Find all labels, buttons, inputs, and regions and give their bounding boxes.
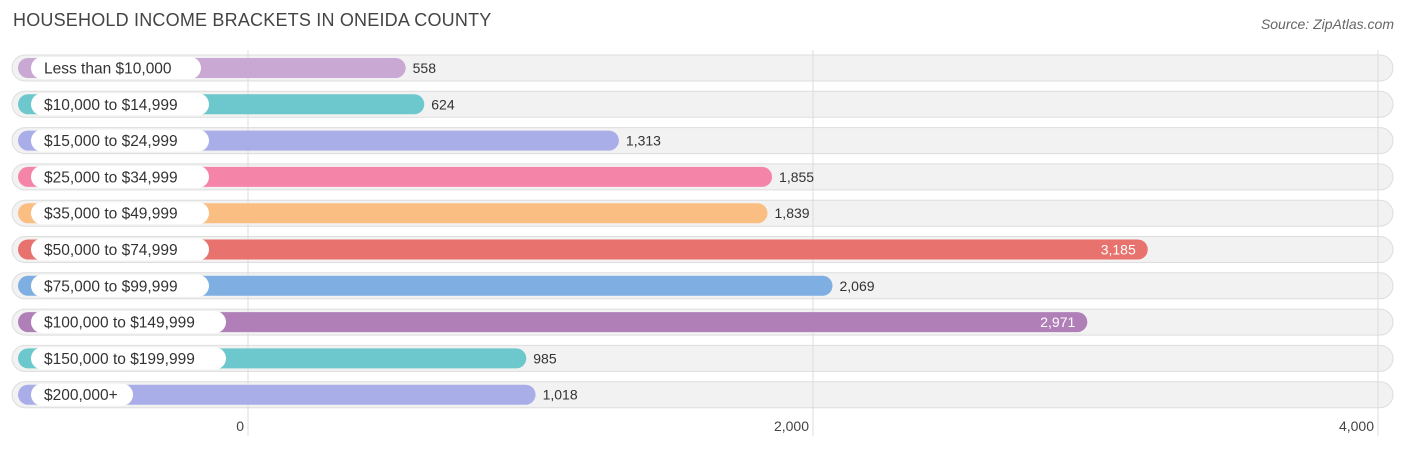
category-label: $25,000 to $34,999 bbox=[44, 169, 178, 186]
bars: Less than $10,000 558 $10,000 to $14,999 62… bbox=[18, 57, 1148, 406]
category-label-pill bbox=[31, 165, 209, 188]
category-label-pill bbox=[31, 93, 209, 116]
bar bbox=[18, 239, 1148, 260]
category-label: $35,000 to $49,999 bbox=[44, 206, 178, 223]
category-label: $75,000 to $99,999 bbox=[44, 278, 178, 295]
value-label: 985 bbox=[533, 350, 557, 366]
value-label: 3,185 bbox=[1101, 242, 1136, 258]
value-label: 1,855 bbox=[779, 169, 814, 185]
category-label-pill bbox=[31, 274, 209, 297]
tick-label: 0 bbox=[236, 418, 244, 434]
chart-title: HOUSEHOLD INCOME BRACKETS IN ONEIDA COUN… bbox=[13, 10, 492, 30]
category-label-pill bbox=[31, 311, 226, 334]
chart-source: Source: ZipAtlas.com bbox=[1260, 16, 1394, 32]
value-label: 1,313 bbox=[626, 133, 661, 149]
value-label: 2,069 bbox=[839, 278, 874, 294]
value-label: 624 bbox=[431, 96, 455, 112]
category-label: $50,000 to $74,999 bbox=[44, 242, 178, 259]
bar bbox=[18, 384, 536, 405]
tick-label: 4,000 bbox=[1339, 418, 1374, 434]
category-label-pill bbox=[31, 57, 201, 79]
value-label: 1,018 bbox=[543, 387, 578, 403]
category-label-pill bbox=[31, 347, 226, 370]
category-label-pill bbox=[31, 129, 209, 152]
category-label: $200,000+ bbox=[44, 387, 118, 404]
category-label: $15,000 to $24,999 bbox=[44, 133, 178, 150]
category-label-pill bbox=[31, 383, 133, 406]
value-label: 558 bbox=[413, 60, 437, 76]
bar bbox=[18, 312, 1088, 333]
value-label: 2,971 bbox=[1040, 314, 1075, 330]
category-label-pill bbox=[31, 202, 209, 225]
category-label-pill bbox=[31, 238, 209, 261]
category-label: $10,000 to $14,999 bbox=[44, 97, 178, 114]
bar bbox=[18, 275, 833, 296]
category-label: $100,000 to $149,999 bbox=[44, 315, 195, 332]
category-label: Less than $10,000 bbox=[44, 61, 172, 78]
tick-label: 2,000 bbox=[774, 418, 809, 434]
x-axis: 0 2,000 4,000 bbox=[236, 418, 1374, 434]
category-label: $150,000 to $199,999 bbox=[44, 351, 195, 368]
value-label: 1,839 bbox=[775, 205, 810, 221]
